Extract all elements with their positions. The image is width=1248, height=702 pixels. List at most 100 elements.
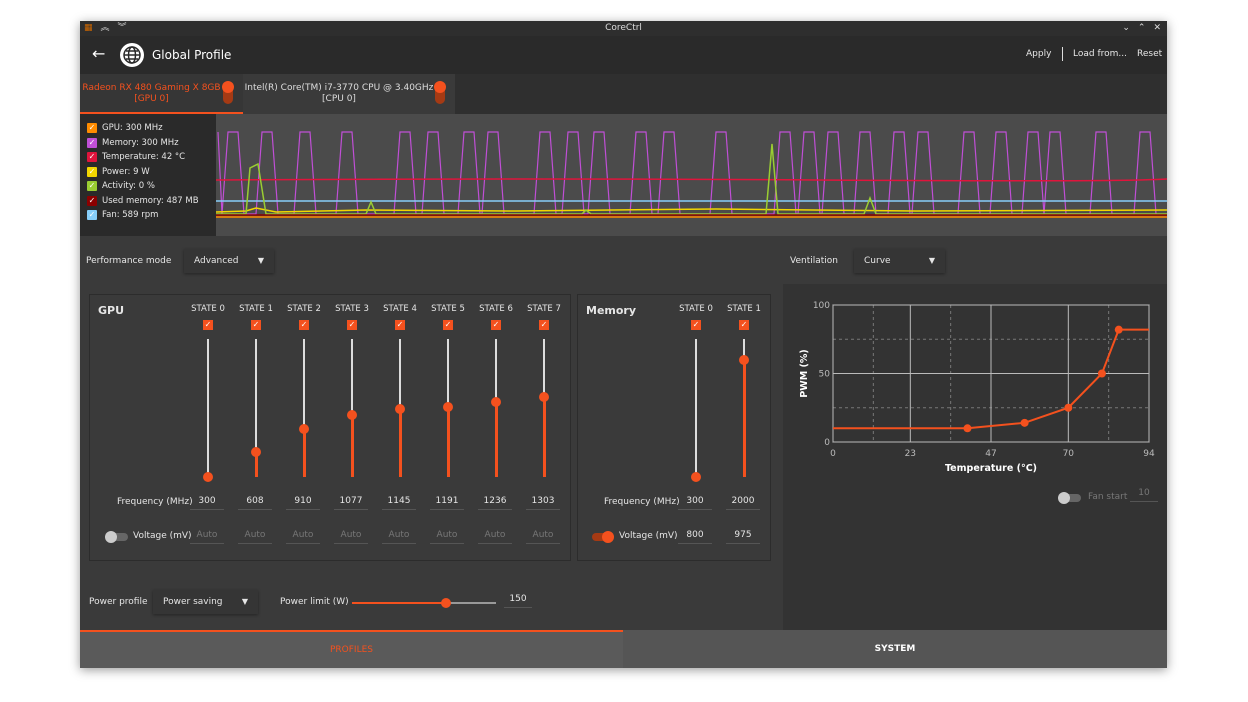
state-voltage[interactable]: Auto	[334, 530, 368, 544]
fan-curve-point[interactable]	[1064, 403, 1073, 412]
state-slider-handle[interactable]	[739, 354, 749, 365]
cpu-toggle[interactable]	[434, 81, 446, 104]
state-voltage[interactable]: Auto	[382, 530, 416, 544]
state-frequency[interactable]: 300	[190, 496, 224, 510]
state-voltage[interactable]: Auto	[238, 530, 272, 544]
checkbox-icon[interactable]: ✓	[87, 210, 97, 221]
state-frequency[interactable]: 2000	[726, 496, 760, 510]
tab-cpu[interactable]: Intel(R) Core(TM) i7-3770 CPU @ 3.40GHz[…	[243, 74, 455, 114]
tab-gpu[interactable]: Radeon RX 480 Gaming X 8GB [GPU 0]	[80, 74, 243, 114]
fan-start-toggle[interactable]	[1058, 492, 1081, 504]
state-slider-handle[interactable]	[443, 401, 453, 412]
state-checkbox[interactable]: ✓	[443, 320, 453, 330]
state-checkbox[interactable]: ✓	[691, 320, 701, 330]
x-tick-label: 0	[830, 449, 836, 459]
state-voltage[interactable]: Auto	[286, 530, 320, 544]
x-tick-label: 47	[985, 449, 996, 459]
state-voltage[interactable]: Auto	[526, 530, 560, 544]
state-slider[interactable]	[255, 339, 257, 477]
legend-item[interactable]: ✓ GPU: 300 MHz	[80, 121, 216, 136]
state-frequency[interactable]: 1191	[430, 496, 464, 510]
state-frequency[interactable]: 1303	[526, 496, 560, 510]
bottom-tabs: PROFILES SYSTEM	[80, 630, 1167, 668]
state-slider-fill	[398, 409, 402, 477]
checkbox-icon[interactable]: ✓	[87, 166, 97, 177]
legend-label: GPU: 300 MHz	[102, 123, 163, 134]
tab-cpu-sub: [CPU 0]	[322, 94, 356, 104]
state-slider[interactable]	[207, 339, 209, 477]
state-checkbox[interactable]: ✓	[251, 320, 261, 330]
power-profile-dropdown[interactable]: Power saving ▼	[153, 590, 258, 614]
state-checkbox[interactable]: ✓	[539, 320, 549, 330]
dropdown-arrow-icon: ▼	[928, 256, 935, 265]
shade-down-icon[interactable]: ︾	[117, 23, 127, 33]
legend-item[interactable]: ✓ Activity: 0 %	[80, 179, 216, 194]
fan-curve-point[interactable]	[1114, 325, 1123, 334]
power-limit-slider[interactable]	[352, 598, 496, 608]
state-frequency[interactable]: 910	[286, 496, 320, 510]
ventilation-dropdown[interactable]: Curve ▼	[854, 249, 945, 273]
legend-item[interactable]: ✓ Power: 9 W	[80, 165, 216, 180]
state-slider-handle[interactable]	[251, 447, 261, 458]
memory-voltage-toggle[interactable]	[592, 531, 614, 543]
state-voltage[interactable]: Auto	[190, 530, 224, 544]
gpu-voltage-label: Voltage (mV)	[133, 531, 192, 541]
state-slider[interactable]	[303, 339, 305, 477]
performance-mode-dropdown[interactable]: Advanced ▼	[184, 249, 274, 273]
fan-curve-chart[interactable]: 0 23 47 70 94 0 50 100 Temperature (°C) PWM (%)	[783, 291, 1167, 476]
tab-system[interactable]: SYSTEM	[874, 644, 916, 654]
state-slider-handle[interactable]	[491, 397, 501, 408]
legend-item[interactable]: ✓ Used memory: 487 MB	[80, 194, 216, 209]
state-slider-handle[interactable]	[203, 472, 213, 482]
checkbox-icon[interactable]: ✓	[87, 152, 97, 163]
tab-profiles[interactable]: PROFILES	[80, 630, 623, 668]
checkbox-icon[interactable]: ✓	[87, 195, 97, 206]
back-arrow-icon[interactable]: ←	[92, 44, 106, 63]
fan-start-value[interactable]: 10	[1130, 488, 1158, 502]
legend-item[interactable]: ✓ Temperature: 42 °C	[80, 150, 216, 165]
state-voltage[interactable]: Auto	[430, 530, 464, 544]
load-from-button[interactable]: Load from...	[1073, 49, 1127, 59]
fan-curve-point[interactable]	[1097, 369, 1106, 378]
fan-curve-point[interactable]	[963, 424, 972, 433]
state-checkbox[interactable]: ✓	[203, 320, 213, 330]
state-voltage[interactable]: 975	[726, 530, 760, 544]
state-slider-handle[interactable]	[347, 409, 357, 420]
state-slider-fill	[494, 402, 498, 477]
state-checkbox[interactable]: ✓	[299, 320, 309, 330]
close-icon[interactable]: ✕	[1153, 23, 1161, 33]
state-slider-handle[interactable]	[539, 391, 549, 402]
checkbox-icon[interactable]: ✓	[87, 123, 97, 134]
reset-button[interactable]: Reset	[1137, 49, 1163, 59]
gpu-toggle[interactable]	[222, 81, 234, 104]
state-checkbox[interactable]: ✓	[395, 320, 405, 330]
gpu-voltage-toggle[interactable]	[105, 531, 128, 543]
state-frequency[interactable]: 1145	[382, 496, 416, 510]
x-tick-label: 94	[1143, 449, 1155, 459]
state-frequency[interactable]: 1077	[334, 496, 368, 510]
minimize-icon[interactable]: ⌄	[1122, 23, 1130, 33]
fan-curve-point[interactable]	[1020, 418, 1029, 427]
apply-button[interactable]: Apply	[1026, 49, 1052, 59]
state-checkbox[interactable]: ✓	[739, 320, 749, 330]
power-limit-value[interactable]: 150	[504, 594, 532, 608]
state-slider[interactable]	[351, 339, 353, 477]
state-checkbox[interactable]: ✓	[347, 320, 357, 330]
state-voltage[interactable]: 800	[678, 530, 712, 544]
state-slider-handle[interactable]	[395, 404, 405, 415]
state-voltage[interactable]: Auto	[478, 530, 512, 544]
legend-item[interactable]: ✓ Memory: 300 MHz	[80, 136, 216, 151]
checkbox-icon[interactable]: ✓	[87, 137, 97, 148]
state-slider[interactable]	[695, 339, 697, 477]
state-frequency[interactable]: 608	[238, 496, 272, 510]
state-frequency[interactable]: 300	[678, 496, 712, 510]
state-slider-handle[interactable]	[299, 423, 309, 434]
shade-up-icon[interactable]: ︽	[100, 23, 110, 33]
checkbox-icon[interactable]: ✓	[87, 181, 97, 192]
state-frequency[interactable]: 1236	[478, 496, 512, 510]
state-checkbox[interactable]: ✓	[491, 320, 501, 330]
legend-item[interactable]: ✓ Fan: 589 rpm	[80, 208, 216, 223]
state-slider-handle[interactable]	[691, 472, 701, 482]
maximize-icon[interactable]: ⌃	[1137, 23, 1146, 33]
state-slider-fill	[350, 414, 354, 477]
